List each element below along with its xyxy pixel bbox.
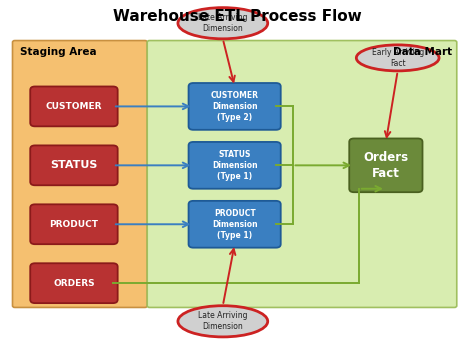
FancyBboxPatch shape <box>30 87 118 126</box>
FancyBboxPatch shape <box>30 263 118 303</box>
FancyBboxPatch shape <box>349 139 422 192</box>
Text: STATUS: STATUS <box>50 160 98 170</box>
FancyBboxPatch shape <box>147 41 457 307</box>
Text: CUSTOMER
Dimension
(Type 2): CUSTOMER Dimension (Type 2) <box>210 91 259 122</box>
Text: Orders
Fact: Orders Fact <box>363 151 409 180</box>
Text: Staging Area: Staging Area <box>19 47 96 57</box>
Text: Early Arriving
Fact: Early Arriving Fact <box>372 48 424 68</box>
FancyBboxPatch shape <box>30 204 118 244</box>
Text: ORDERS: ORDERS <box>53 279 95 288</box>
Text: PRODUCT
Dimension
(Type 1): PRODUCT Dimension (Type 1) <box>212 209 257 240</box>
Text: Late Arriving
Dimension: Late Arriving Dimension <box>198 311 247 331</box>
Ellipse shape <box>356 45 439 71</box>
Ellipse shape <box>178 8 268 39</box>
FancyBboxPatch shape <box>189 201 281 248</box>
Text: PRODUCT: PRODUCT <box>49 220 99 229</box>
Text: CUSTOMER: CUSTOMER <box>46 102 102 111</box>
Text: Data Mart: Data Mart <box>393 47 452 57</box>
FancyBboxPatch shape <box>189 142 281 189</box>
Text: Late Arriving
Dimension: Late Arriving Dimension <box>198 13 247 33</box>
FancyBboxPatch shape <box>30 145 118 185</box>
FancyBboxPatch shape <box>189 83 281 130</box>
Ellipse shape <box>178 306 268 337</box>
Text: STATUS
Dimension
(Type 1): STATUS Dimension (Type 1) <box>212 150 257 181</box>
Text: Warehouse ETL Process Flow: Warehouse ETL Process Flow <box>113 9 361 24</box>
FancyBboxPatch shape <box>12 41 147 307</box>
